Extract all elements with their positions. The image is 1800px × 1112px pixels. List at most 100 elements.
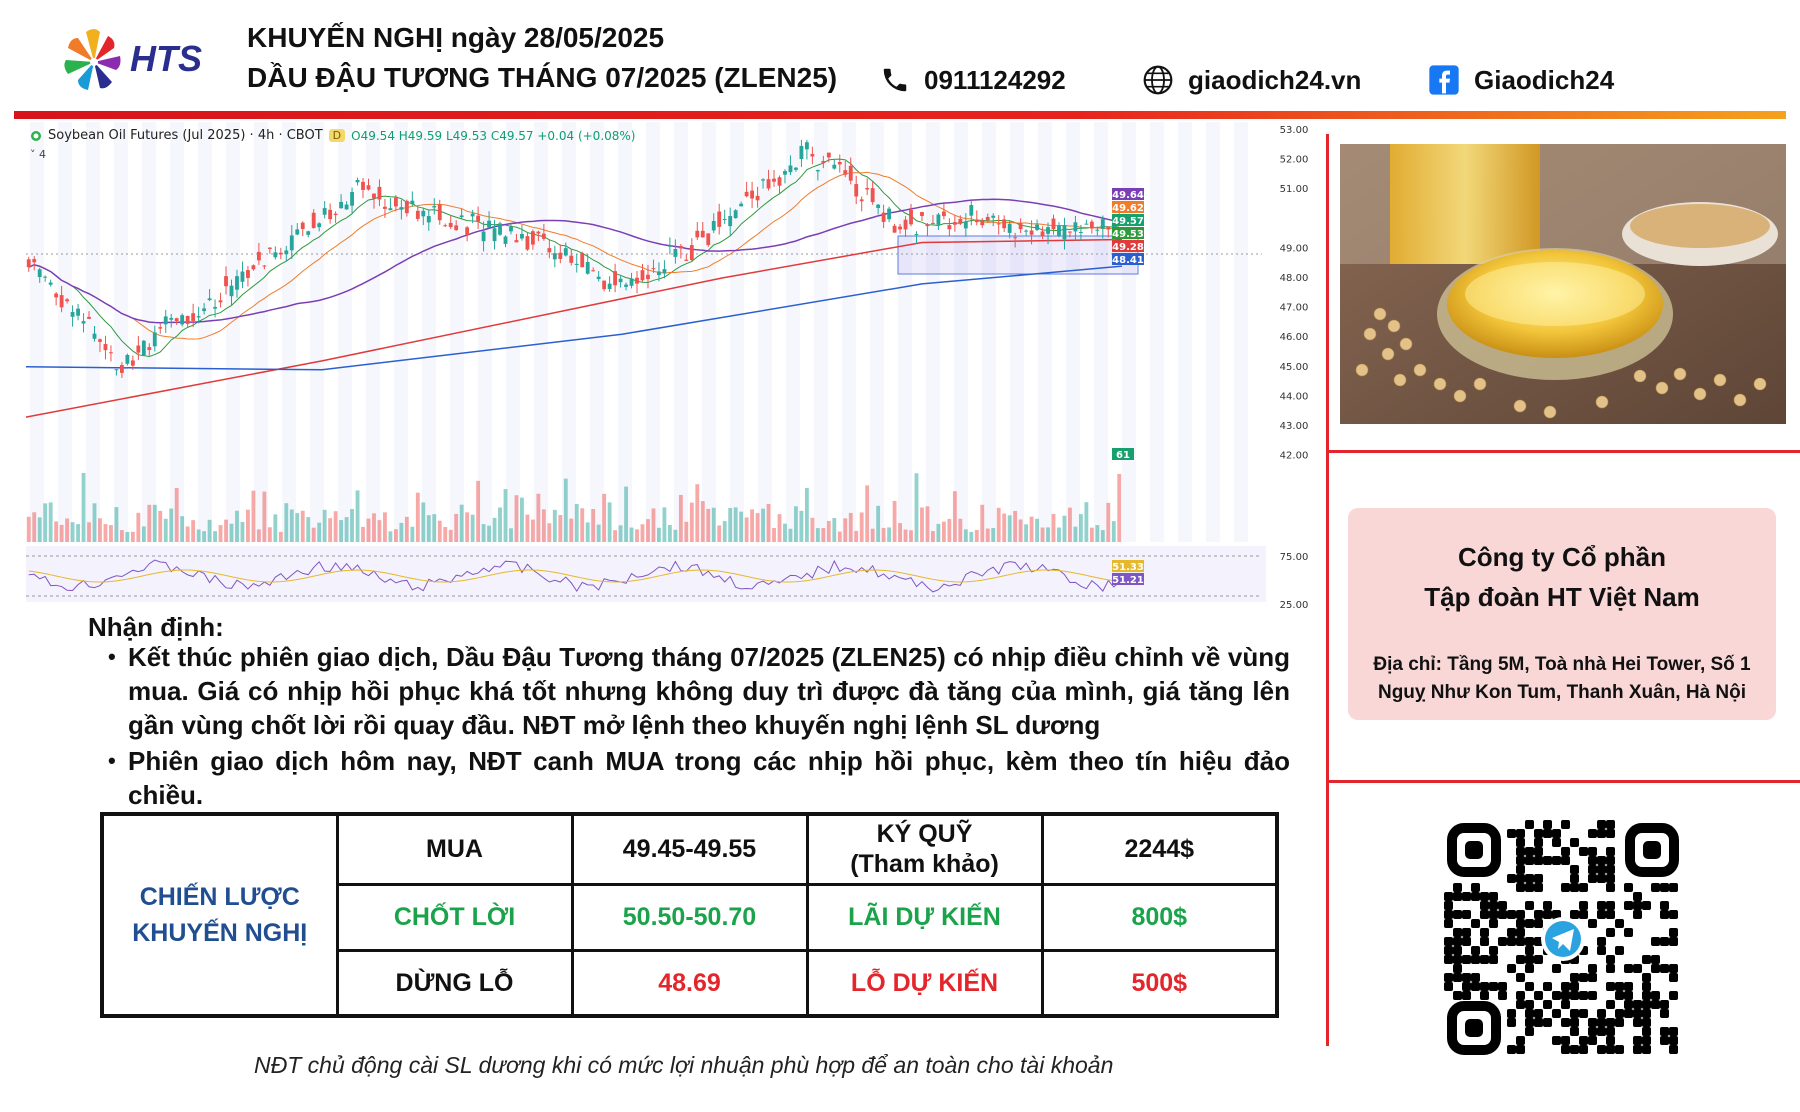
volume-bar (37, 517, 42, 542)
candle-body (804, 142, 809, 150)
volume-bar (969, 531, 974, 542)
volume-bar (596, 524, 601, 542)
candle-body (350, 192, 354, 206)
volume-bar (509, 528, 513, 542)
chart-symbol: Soybean Oil Futures (Jul 2025) · 4h · CB… (48, 128, 323, 143)
volume-bar (262, 491, 267, 542)
volume-bar (196, 529, 201, 542)
volume-bar (547, 523, 552, 542)
candle-body (969, 205, 974, 216)
volume-bar (81, 472, 86, 542)
volume-bar (1095, 525, 1100, 542)
volume-bar (404, 516, 409, 542)
volume-bar (136, 512, 141, 542)
volume-bar (202, 531, 207, 542)
candle-body (76, 308, 80, 316)
indicator-count: 4 (39, 148, 46, 161)
candle-body (26, 259, 31, 268)
candle-body (854, 184, 859, 197)
volume-bar (399, 522, 404, 542)
margin-label: KÝ QUỸ (Tham khảo) (805, 812, 1044, 886)
candle-body (788, 165, 793, 173)
volume-bar (673, 529, 678, 542)
volume-bar (295, 513, 300, 542)
soybean-oil-photo (1340, 144, 1786, 424)
candle-body (629, 278, 634, 286)
stop-loss-label: DỪNG LỖ (335, 948, 574, 1018)
ma-line (28, 171, 1120, 340)
candle-body (437, 204, 442, 221)
candlesticks (26, 139, 1122, 378)
candle-body (596, 276, 601, 280)
candle-body (766, 179, 771, 189)
volume-bar (755, 513, 760, 542)
candle-body (662, 269, 667, 274)
company-card: Công ty Cổ phần Tập đoàn HT Việt Nam Địa… (1348, 508, 1776, 720)
volume-bar (585, 522, 590, 542)
telegram-qr-code[interactable] (1444, 820, 1682, 1058)
contact-phone[interactable]: 0911124292 (880, 60, 1066, 100)
volume-bar (476, 480, 481, 542)
contact-website[interactable]: giaodich24.vn (1142, 60, 1361, 100)
volume-bar (662, 507, 667, 542)
volume-bar (689, 502, 694, 542)
candle-body (70, 312, 75, 317)
candle-body (465, 227, 470, 235)
candle-body (125, 354, 130, 364)
volume-bar (54, 521, 59, 542)
volume-bar (355, 490, 360, 542)
volume-bar (733, 507, 738, 542)
contact-facebook[interactable]: Giaodich24 (1428, 60, 1614, 100)
candle-body (454, 225, 459, 231)
candle-body (399, 207, 404, 210)
hts-logo (64, 29, 121, 90)
rsi-line (28, 559, 1120, 593)
volume-bar (377, 520, 382, 542)
axis-tick: 52.00 (1280, 155, 1309, 166)
volume-bar (437, 520, 442, 542)
volume-bar (26, 516, 31, 542)
volume-bar (300, 510, 305, 542)
volume-tag: 61 (1116, 450, 1130, 461)
candle-body (810, 153, 815, 157)
company-name: Tập đoàn HT Việt Nam (1424, 582, 1700, 612)
candle-body (114, 369, 119, 371)
candle-body (722, 218, 727, 220)
candle-body (580, 253, 585, 268)
volume-bar (667, 525, 672, 542)
candle-body (859, 199, 864, 202)
volume-bar (783, 523, 787, 542)
volume-bar (947, 518, 952, 542)
candle-body (443, 225, 448, 227)
volume-bar (536, 493, 541, 542)
indicator-toggle[interactable]: ˅ 4 (30, 148, 46, 161)
candle-body (432, 205, 437, 208)
rsi-tag (1112, 560, 1144, 572)
volume-bar (804, 487, 809, 542)
candle-body (1062, 225, 1067, 240)
axis-tick: 49.00 (1280, 243, 1309, 254)
candle-body (673, 248, 678, 257)
candle-body (996, 223, 1001, 225)
volume-bar (914, 473, 919, 542)
volume-bar (941, 521, 946, 542)
volume-bar (119, 530, 124, 542)
volume-bar (481, 524, 486, 542)
volume-bar (711, 507, 716, 542)
rsi-pane (26, 546, 1266, 602)
volume-bar (366, 518, 371, 542)
candle-body (887, 208, 892, 220)
price-tag (1112, 201, 1144, 213)
candle-body (48, 282, 53, 285)
candle-body (470, 213, 475, 217)
volume-bar (1051, 514, 1056, 542)
volume-bar (717, 525, 722, 542)
volume-bar (1002, 513, 1007, 542)
volume-bar (618, 525, 623, 542)
volume-bar (635, 529, 639, 542)
candle-body (191, 313, 196, 321)
candle-body (1100, 219, 1105, 229)
volume-bar (920, 507, 924, 542)
candle-body (821, 160, 826, 163)
volume-bar (256, 529, 261, 542)
